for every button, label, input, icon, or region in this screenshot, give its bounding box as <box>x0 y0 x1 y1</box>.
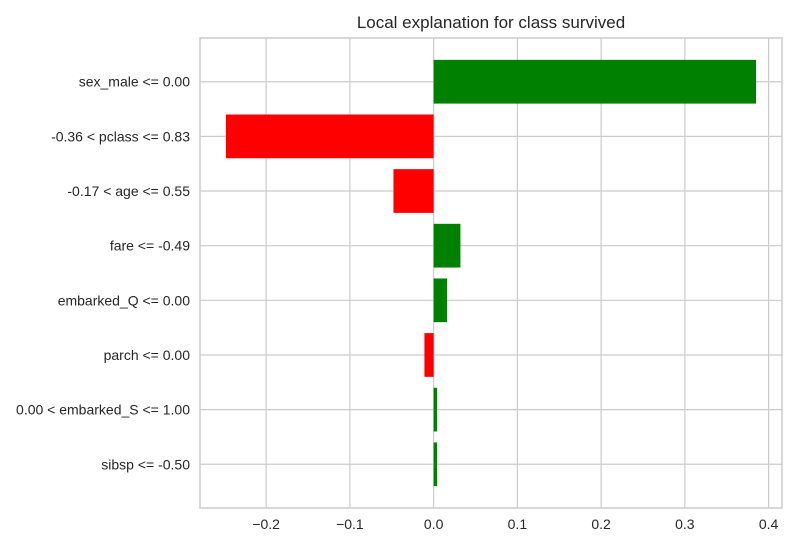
category-label: embarked_Q <= 0.00 <box>58 292 191 308</box>
x-tick-label: 0.0 <box>424 516 444 532</box>
bar <box>225 114 434 159</box>
bar <box>393 169 434 213</box>
chart-title: Local explanation for class survived <box>356 13 626 32</box>
category-label: sex_male <= 0.00 <box>79 74 191 90</box>
category-label: fare <= -0.49 <box>110 238 190 254</box>
grid-lines <box>200 38 782 508</box>
plot-frame <box>199 37 783 509</box>
category-label: parch <= 0.00 <box>104 347 191 363</box>
category-label: sibsp <= -0.50 <box>101 456 190 472</box>
x-tick-labels: −0.2 −0.1 0.0 0.1 0.2 0.3 0.4 <box>252 516 778 532</box>
bar <box>433 387 437 432</box>
category-label: 0.00 < embarked_S <= 1.00 <box>16 402 190 418</box>
x-tick-label: 0.3 <box>675 516 695 532</box>
category-label: -0.36 < pclass <= 0.83 <box>51 128 190 144</box>
bars <box>225 59 757 487</box>
bar <box>424 333 434 377</box>
x-tick-label: −0.2 <box>252 516 280 532</box>
category-labels: sex_male <= 0.00 -0.36 < pclass <= 0.83 -0… <box>16 74 190 473</box>
bar <box>433 59 757 104</box>
x-tick-label: 0.1 <box>508 516 528 532</box>
x-tick-label: 0.2 <box>591 516 611 532</box>
x-tick-label: −0.1 <box>336 516 364 532</box>
x-tick-label: 0.4 <box>759 516 779 532</box>
bar <box>433 442 437 487</box>
category-label: -0.17 < age <= 0.55 <box>67 183 190 199</box>
bar <box>433 278 448 323</box>
bar <box>433 223 461 268</box>
